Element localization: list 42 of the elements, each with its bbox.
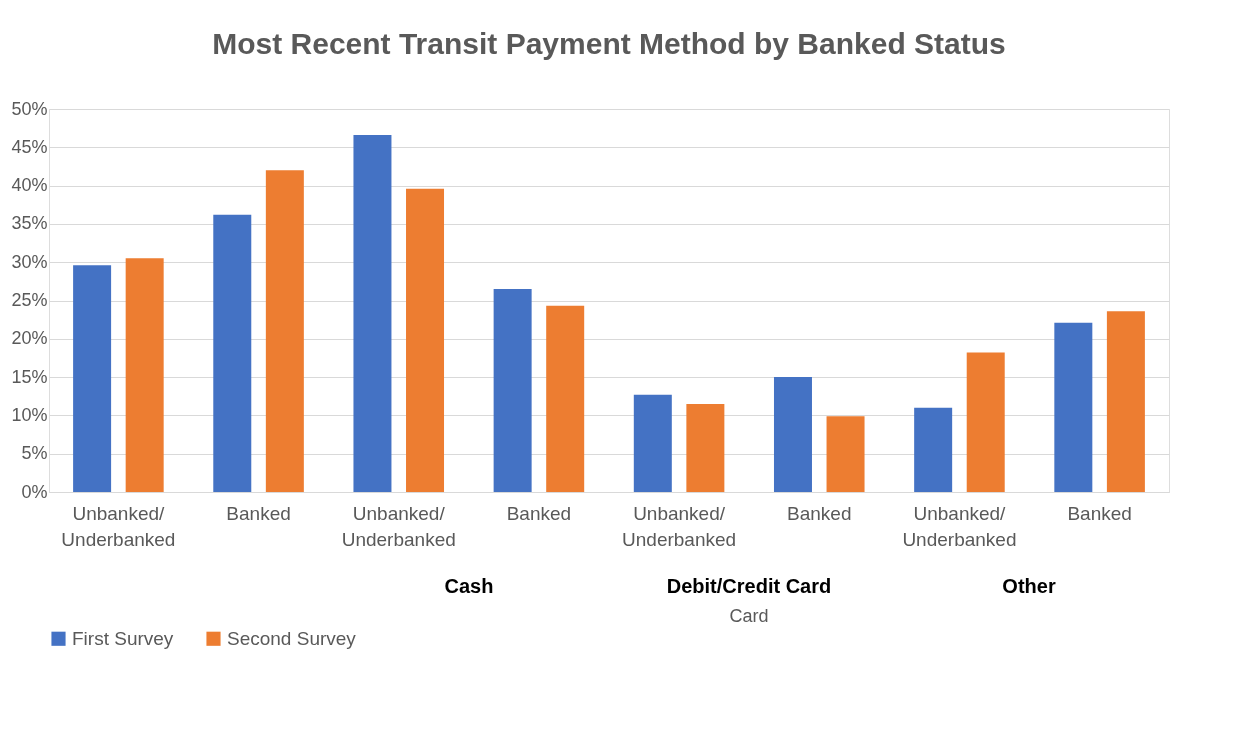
bar xyxy=(406,188,445,492)
y-tick-label: 10% xyxy=(11,404,48,425)
y-tick-label: 0% xyxy=(21,481,48,502)
text: Card xyxy=(729,606,769,626)
text: Cash xyxy=(444,575,494,597)
bar xyxy=(914,407,953,492)
x-tick-label: Banked xyxy=(787,502,852,524)
x-tick-label: Unbanked/Underbanked xyxy=(341,502,456,550)
bar xyxy=(686,403,725,492)
legend-label: Second Survey xyxy=(227,627,357,649)
y-tick-label: 40% xyxy=(11,175,48,196)
bar xyxy=(125,258,164,492)
y-tick-label: 25% xyxy=(11,290,48,310)
bar xyxy=(546,305,585,492)
bar xyxy=(633,394,672,492)
bar xyxy=(826,416,865,492)
x-tick-label: Unbanked/Underbanked xyxy=(61,502,176,550)
y-tick-label: 50% xyxy=(11,98,48,119)
text: Debit/Credit Card xyxy=(666,575,832,597)
chart-title: Most Recent Transit Payment Method by Banked Status xyxy=(212,27,1006,60)
bar xyxy=(1106,311,1145,492)
bar xyxy=(213,214,252,492)
y-tick-label: 15% xyxy=(11,366,48,387)
x-tick-label: Banked xyxy=(226,502,291,524)
text: Other xyxy=(1002,575,1056,597)
x-tick-label: Banked xyxy=(1067,502,1132,524)
bar xyxy=(73,265,112,492)
y-tick-label: 30% xyxy=(11,251,48,272)
y-tick-label: 35% xyxy=(11,213,48,234)
y-tick-label: 45% xyxy=(11,136,48,157)
x-tick-label: Unbanked/Underbanked xyxy=(622,502,737,550)
legend-label: First Survey xyxy=(72,627,174,649)
bar xyxy=(353,135,392,492)
bar xyxy=(265,170,304,492)
x-tick-label: Unbanked/Underbanked xyxy=(902,502,1017,550)
x-tick-label: Banked xyxy=(506,502,572,524)
bar xyxy=(966,352,1005,492)
y-tick-label: 20% xyxy=(11,328,48,349)
bar xyxy=(773,377,812,492)
bar xyxy=(1054,322,1093,492)
y-tick-label: 5% xyxy=(21,443,48,464)
bar xyxy=(493,289,532,492)
